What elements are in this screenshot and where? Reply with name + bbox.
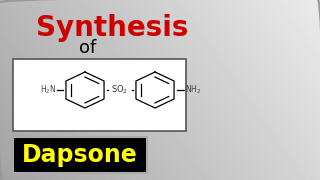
Bar [13, 59, 186, 131]
Text: SO$_2$: SO$_2$ [111, 84, 129, 96]
Text: H$_2$N: H$_2$N [40, 84, 56, 96]
Text: Synthesis: Synthesis [36, 14, 188, 42]
Text: of: of [79, 39, 97, 57]
Text: NH$_2$: NH$_2$ [185, 84, 201, 96]
Text: Dapsone: Dapsone [22, 143, 138, 167]
Bar [13, 137, 147, 173]
